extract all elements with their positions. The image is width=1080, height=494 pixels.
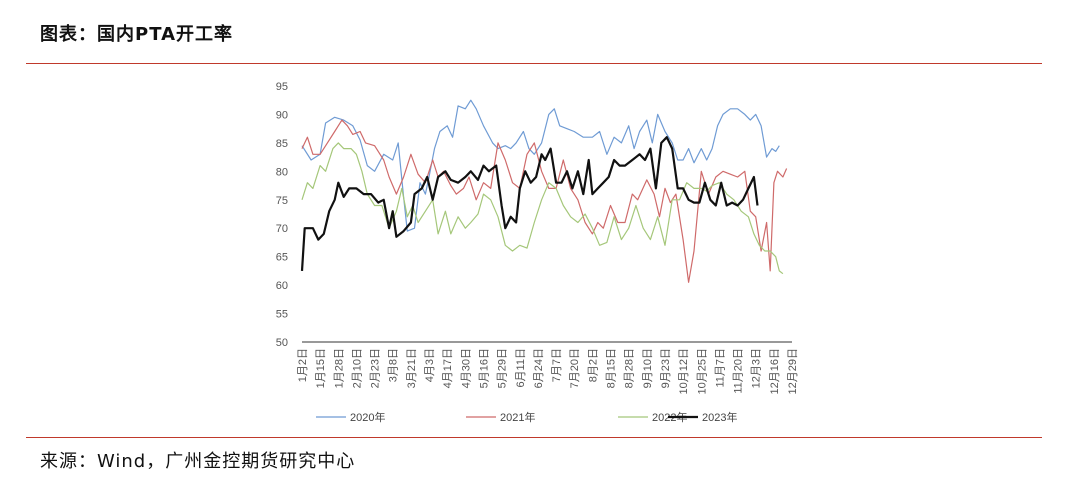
legend-label: 2021年 xyxy=(500,410,535,424)
y-tick-label: 70 xyxy=(276,223,288,235)
x-tick-label: 2月10日 xyxy=(351,348,363,388)
x-tick-label: 4月17日 xyxy=(442,348,454,388)
x-tick-label: 4月3日 xyxy=(424,348,436,382)
x-tick-label: 1月2日 xyxy=(297,348,309,382)
page-title: 图表：国内PTA开工率 xyxy=(40,24,234,45)
x-tick-label: 8月28日 xyxy=(624,348,636,388)
x-tick-label: 11月20日 xyxy=(733,348,745,394)
x-tick-label: 12月16日 xyxy=(769,348,781,394)
x-tick-label: 12月3日 xyxy=(751,348,763,388)
x-tick-label: 7月20日 xyxy=(569,348,581,388)
x-tick-label: 2月23日 xyxy=(370,348,382,388)
legend-label: 2023年 xyxy=(702,410,737,424)
x-tick-label: 12月29日 xyxy=(787,348,799,394)
x-tick-label: 1月28日 xyxy=(333,348,345,388)
y-tick-label: 65 xyxy=(276,252,288,264)
x-tick-label: 9月10日 xyxy=(642,348,654,388)
y-tick-label: 90 xyxy=(276,109,288,121)
x-tick-label: 3月8日 xyxy=(388,348,400,382)
y-axis-ticks: 50 55 60 65 70 75 80 85 90 95 xyxy=(276,81,288,349)
series-line-2021年 xyxy=(301,119,788,283)
x-tick-label: 5月16日 xyxy=(478,348,490,388)
x-tick-label: 4月30日 xyxy=(460,348,472,388)
y-tick-label: 95 xyxy=(276,81,288,93)
x-tick-label: 10月12日 xyxy=(678,348,690,394)
x-axis-ticks: 1月2日 1月15日 1月28日 2月10日 2月23日 3月8日 3月21日 4月3日 4月1… xyxy=(297,348,799,394)
legend-label: 2020年 xyxy=(350,410,385,424)
series-line-2022年 xyxy=(301,142,784,275)
x-tick-label: 8月2日 xyxy=(587,348,599,382)
x-tick-label: 10月25日 xyxy=(696,348,708,394)
legend: 2020年2021年2022年2023年 xyxy=(316,410,737,424)
x-tick-label: 9月23日 xyxy=(660,348,672,388)
x-tick-label: 7月7日 xyxy=(551,348,563,382)
x-tick-label: 11月7日 xyxy=(714,348,726,388)
y-tick-label: 85 xyxy=(276,138,288,150)
bottom-divider xyxy=(26,437,1042,438)
x-tick-label: 1月15日 xyxy=(315,348,327,388)
series-line-2023年 xyxy=(300,136,759,271)
series-lines xyxy=(300,99,788,283)
y-tick-label: 60 xyxy=(276,280,288,292)
y-tick-label: 55 xyxy=(276,309,288,321)
x-tick-label: 6月11日 xyxy=(515,348,527,388)
y-tick-label: 75 xyxy=(276,195,288,207)
top-divider xyxy=(26,63,1042,64)
x-tick-label: 5月29日 xyxy=(497,348,509,388)
x-tick-label: 8月15日 xyxy=(606,348,618,388)
source-note: 来源：Wind，广州金控期货研究中心 xyxy=(40,451,356,472)
x-tick-label: 6月24日 xyxy=(533,348,545,388)
y-tick-label: 50 xyxy=(276,337,288,349)
x-tick-label: 3月21日 xyxy=(406,348,418,388)
y-tick-label: 80 xyxy=(276,166,288,178)
series-line-2020年 xyxy=(301,99,780,232)
